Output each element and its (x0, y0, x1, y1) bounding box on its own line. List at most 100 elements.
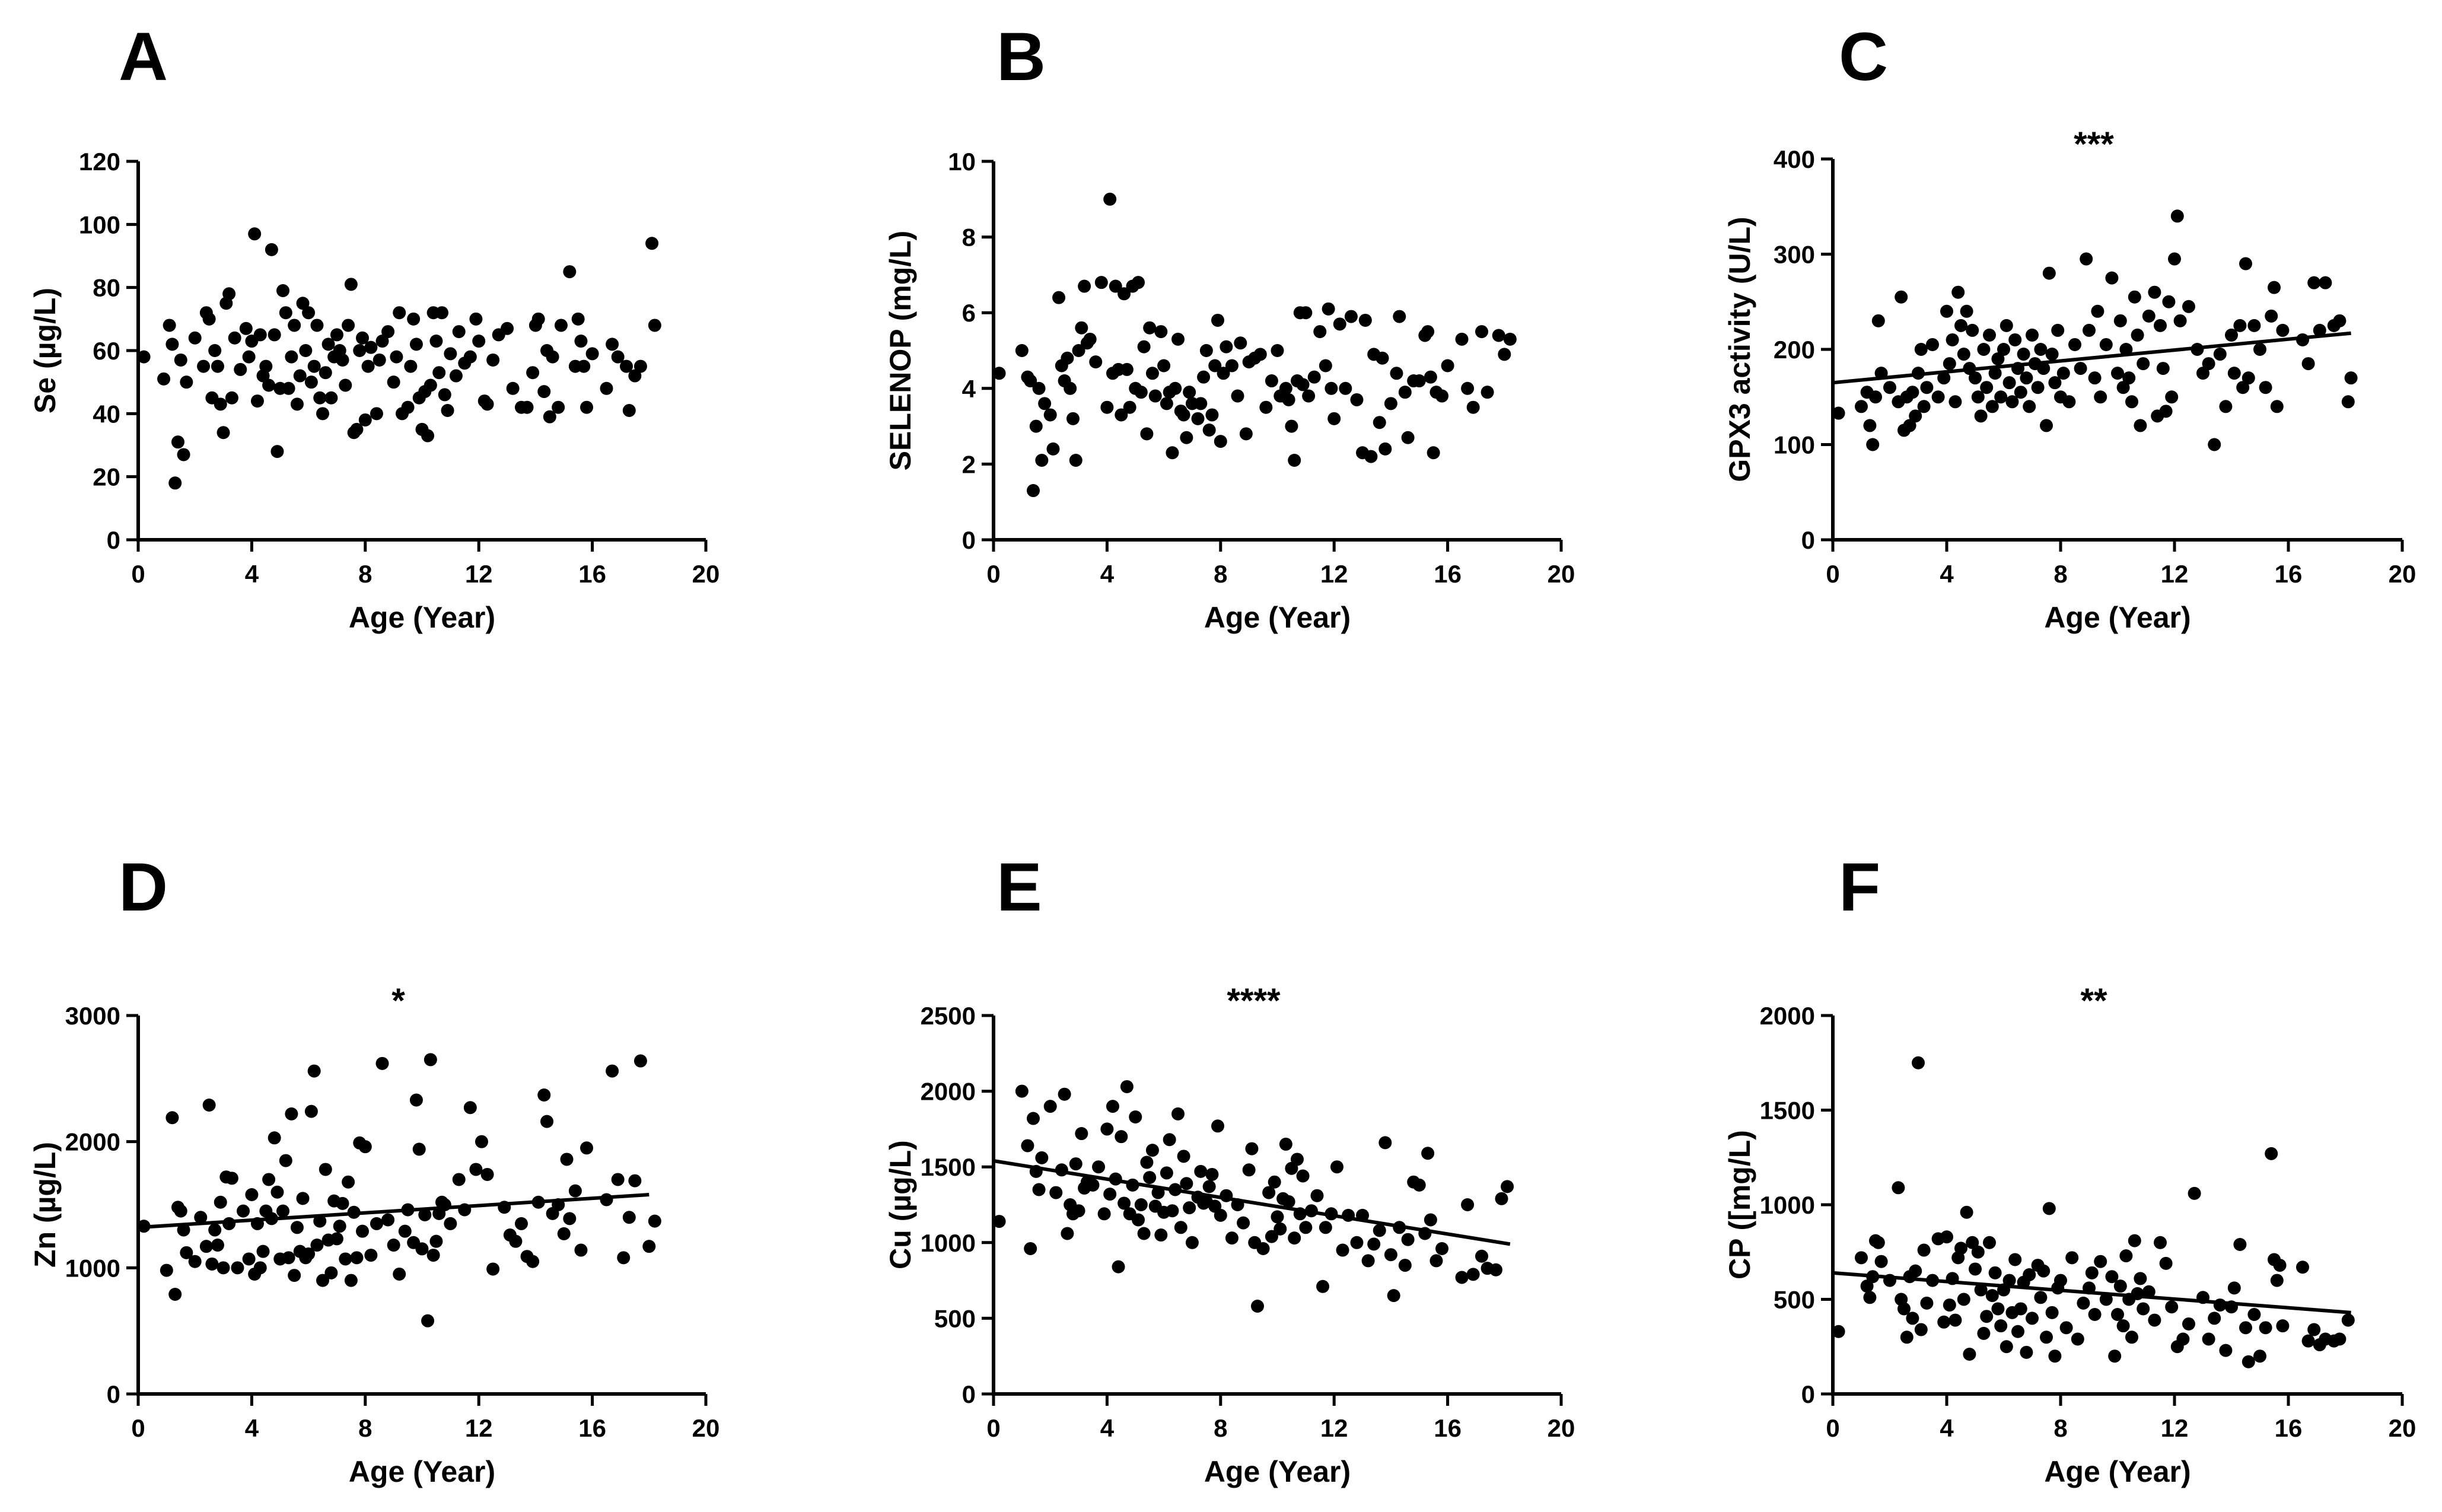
data-point (2026, 1312, 2039, 1325)
data-point (2059, 1321, 2073, 1335)
data-point (1364, 450, 1378, 463)
y-tick-label: 4 (962, 375, 976, 403)
data-point (1991, 352, 2005, 366)
data-point (1832, 1325, 1845, 1338)
data-point (248, 227, 262, 241)
data-point (1064, 381, 1077, 395)
data-point (1140, 427, 1154, 441)
data-point (2020, 1345, 2033, 1359)
data-point (1980, 381, 1994, 394)
data-point (1132, 276, 1145, 289)
data-point (339, 378, 352, 392)
data-point (1427, 446, 1440, 460)
data-point (1900, 1330, 1914, 1344)
data-point (1920, 381, 1934, 394)
data-point (1211, 1119, 1225, 1133)
data-point (364, 1249, 378, 1262)
data-point (1299, 1221, 1313, 1234)
data-point (2344, 371, 2358, 385)
data-point (1909, 1264, 1922, 1278)
data-point (1971, 390, 1985, 404)
data-point (1466, 400, 1480, 414)
x-tick-label: 16 (578, 1414, 606, 1442)
data-point (2034, 1291, 2048, 1304)
data-point (168, 1287, 182, 1301)
data-point (188, 1255, 202, 1268)
data-point (2319, 276, 2332, 289)
data-point (361, 359, 375, 373)
y-tick-label: 20 (93, 463, 120, 491)
data-point (1282, 1195, 1295, 1208)
data-point (1387, 1289, 1400, 1303)
panel-letter: A (119, 19, 168, 95)
data-point (1376, 351, 1389, 365)
data-point (2091, 304, 2104, 318)
data-point (645, 237, 659, 250)
data-point (1148, 389, 1162, 403)
data-point (2154, 319, 2167, 332)
data-point (2085, 1266, 2099, 1279)
data-point (288, 1269, 301, 1282)
x-tick-label: 0 (986, 1414, 1000, 1442)
y-tick-label: 1000 (921, 1229, 976, 1257)
data-point (1026, 484, 1040, 498)
data-point (276, 284, 290, 297)
data-point (2239, 257, 2252, 270)
data-point (1917, 400, 1931, 413)
data-point (1100, 1122, 1114, 1136)
y-tick-label: 0 (962, 526, 976, 554)
data-point (480, 1167, 494, 1181)
data-point (288, 319, 301, 332)
data-point (350, 1251, 364, 1265)
y-tick-label: 2 (962, 450, 976, 478)
data-point (2137, 357, 2150, 371)
data-point (1424, 370, 1437, 384)
data-point (268, 1131, 281, 1145)
data-point (1393, 310, 1406, 323)
data-point (342, 1175, 355, 1189)
data-point (560, 1153, 574, 1166)
x-tick-label: 4 (1940, 560, 1954, 588)
data-point (2307, 276, 2321, 289)
data-point (2002, 1274, 2016, 1287)
data-point (2247, 319, 2261, 332)
data-point (1971, 1245, 1985, 1259)
x-tick-label: 4 (1100, 1414, 1115, 1442)
data-point (1231, 389, 1244, 403)
data-point (1154, 325, 1168, 339)
data-point (381, 1213, 395, 1227)
data-point (1988, 1266, 2002, 1279)
data-point (1296, 1169, 1310, 1183)
data-point (2000, 1340, 2013, 1354)
data-point (568, 1184, 582, 1198)
data-point (2023, 400, 2036, 413)
x-tick-label: 0 (986, 560, 1000, 588)
data-point (1390, 367, 1403, 380)
data-point (1174, 1221, 1187, 1234)
data-point (2116, 1319, 2130, 1333)
data-point (1191, 412, 1205, 425)
data-point (1954, 319, 1967, 332)
data-point (2048, 376, 2062, 390)
data-point (424, 378, 437, 392)
data-point (1492, 329, 1505, 342)
data-point (1367, 1237, 1381, 1251)
data-point (563, 265, 577, 279)
data-point (401, 400, 415, 414)
data-point (1855, 1251, 1868, 1265)
data-point (1177, 1150, 1190, 1163)
data-point (2196, 367, 2209, 380)
data-point (571, 312, 585, 326)
data-point (214, 1195, 227, 1209)
data-point (1183, 386, 1196, 399)
data-point (1991, 1302, 2005, 1316)
data-point (1435, 389, 1449, 403)
data-point (1319, 1221, 1332, 1234)
data-point (1412, 374, 1426, 388)
data-point (1214, 1208, 1227, 1222)
data-point (324, 1266, 338, 1279)
y-tick-label: 1000 (65, 1254, 120, 1282)
data-point (216, 426, 230, 440)
data-point (1180, 431, 1193, 444)
data-point (262, 378, 276, 392)
